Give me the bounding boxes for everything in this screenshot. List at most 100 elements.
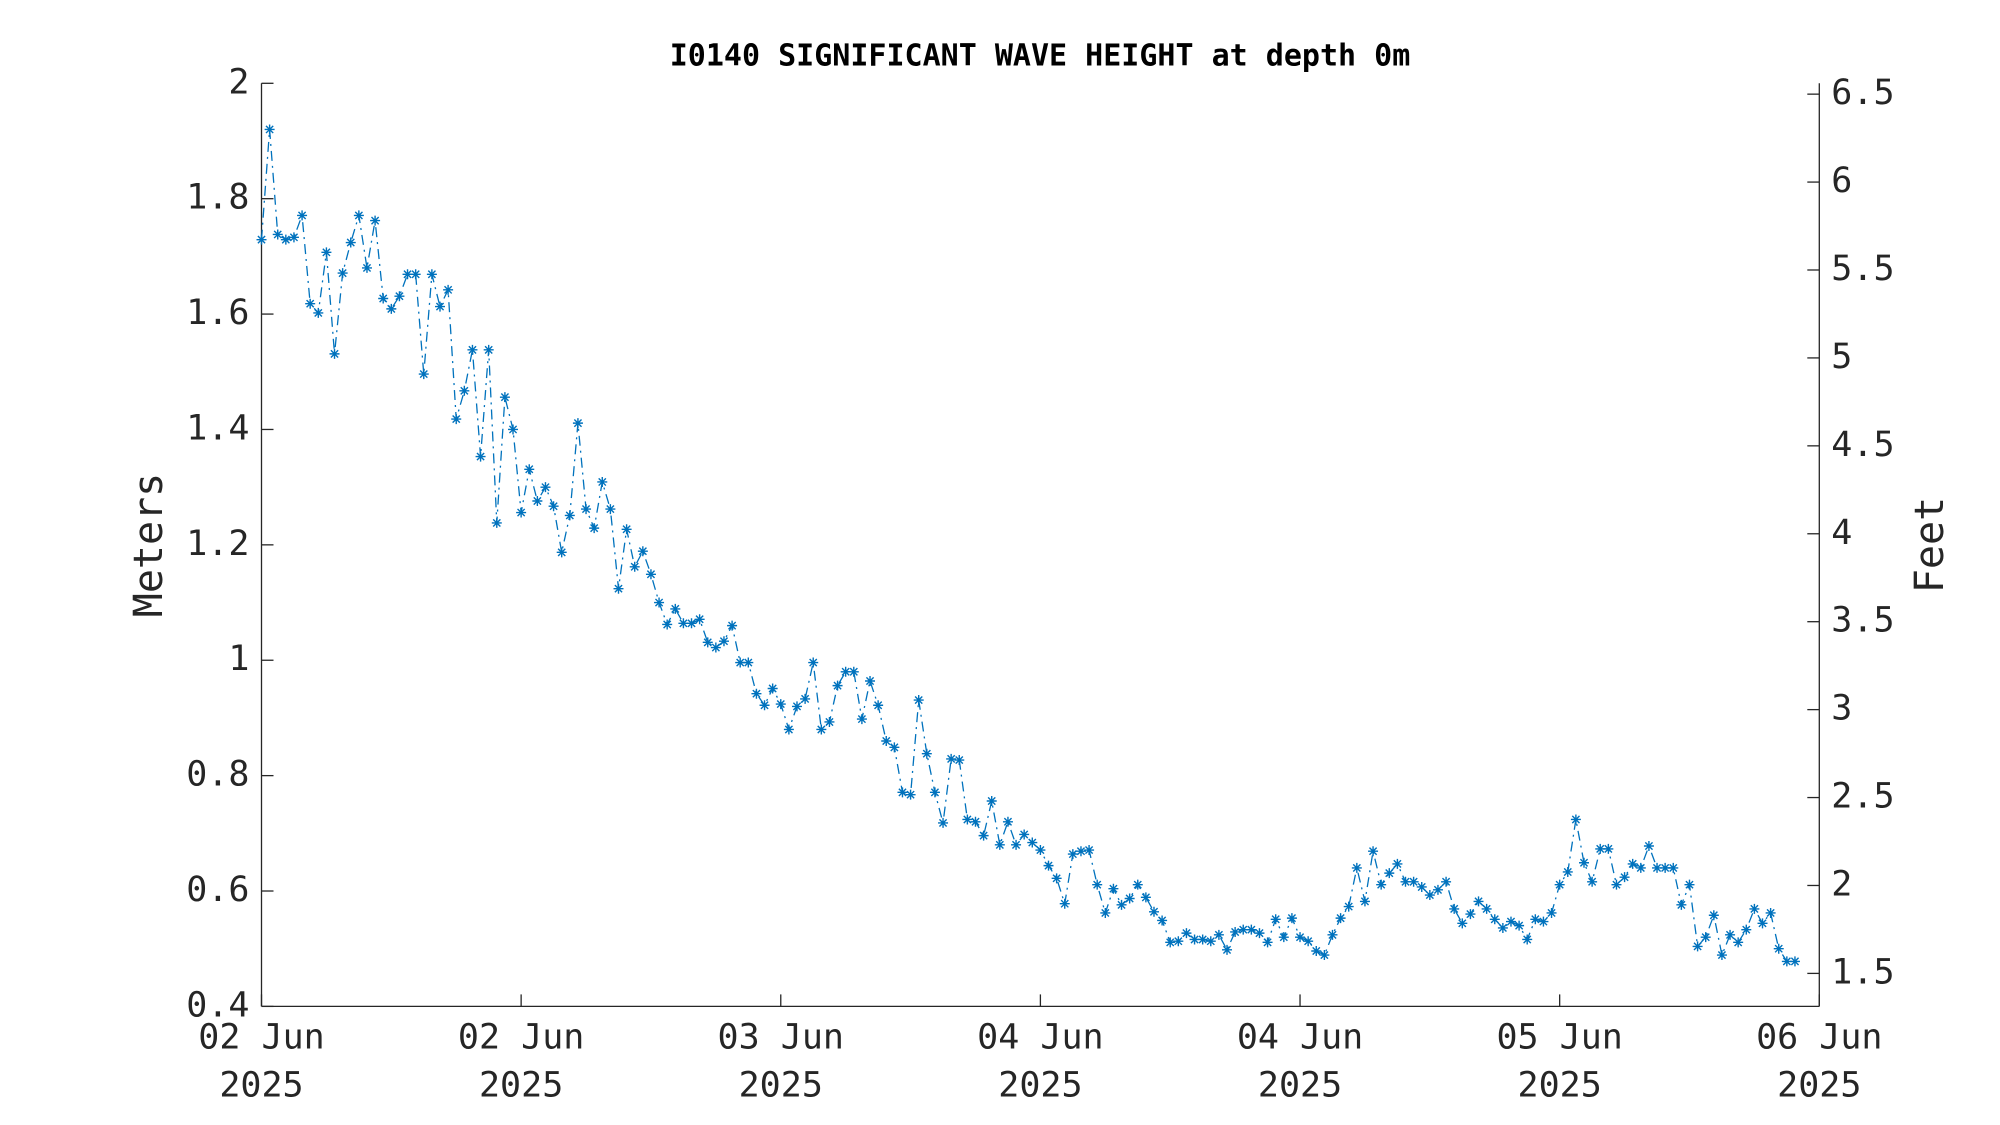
data-point	[508, 424, 519, 435]
data-point	[532, 496, 543, 506]
data-point	[1295, 932, 1306, 943]
data-point	[1684, 879, 1695, 890]
y2-tick-label: 3.5	[1831, 601, 1894, 641]
data-point	[1416, 881, 1427, 892]
data-point	[1741, 924, 1752, 935]
data-point	[1270, 914, 1281, 925]
data-point	[1075, 846, 1086, 857]
data-point	[1627, 858, 1638, 869]
data-point	[800, 693, 811, 704]
data-point	[1449, 903, 1460, 914]
data-point	[1408, 876, 1419, 887]
data-point	[1497, 922, 1508, 933]
data-point	[727, 620, 738, 631]
data-point	[1165, 937, 1176, 948]
y2-tick-label: 6.5	[1831, 73, 1894, 113]
data-point	[426, 269, 437, 280]
data-point	[946, 753, 957, 764]
data-point	[735, 657, 746, 668]
data-point	[581, 504, 592, 515]
data-point	[824, 716, 835, 727]
data-point	[1441, 876, 1452, 887]
data-point	[718, 636, 729, 647]
data-point	[905, 789, 916, 800]
data-point	[1749, 903, 1760, 914]
data-point	[1189, 934, 1200, 945]
y-tick-label: 1.4	[186, 408, 249, 448]
data-point	[1002, 816, 1013, 827]
data-point	[459, 385, 470, 396]
data-point	[467, 344, 478, 355]
data-point	[881, 736, 892, 747]
data-point	[264, 124, 275, 135]
data-point	[1700, 932, 1711, 943]
y-tick-label: 1.8	[186, 178, 249, 218]
data-point	[1376, 879, 1387, 890]
data-point	[654, 597, 665, 608]
data-point	[1019, 829, 1030, 840]
data-point	[848, 666, 859, 677]
data-point	[483, 344, 494, 355]
data-point	[1278, 932, 1289, 943]
data-point	[1473, 896, 1484, 907]
data-point	[1603, 843, 1614, 854]
data-point	[451, 414, 462, 425]
data-point	[1595, 843, 1606, 854]
y-tick-label: 0.4	[186, 985, 249, 1025]
data-point	[1643, 841, 1654, 852]
y-tick-label: 1	[228, 639, 249, 679]
data-point	[1424, 890, 1435, 901]
data-point	[1319, 950, 1330, 961]
data-point	[1635, 862, 1646, 873]
y2-tick-label: 5.5	[1831, 249, 1894, 289]
data-point	[418, 369, 429, 380]
data-point	[1343, 901, 1354, 912]
data-point	[1765, 907, 1776, 918]
data-point	[1781, 956, 1792, 967]
data-point	[694, 614, 705, 625]
x-tick-label: 05 Jun 2025	[1496, 1017, 1622, 1105]
data-point	[572, 418, 583, 429]
data-point	[1067, 849, 1078, 860]
data-point	[1392, 858, 1403, 869]
y2-tick-label: 1.5	[1831, 952, 1894, 992]
data-point	[1757, 918, 1768, 929]
data-point	[1124, 893, 1135, 904]
data-point	[1222, 944, 1233, 955]
data-point	[816, 724, 827, 735]
data-point	[443, 284, 454, 295]
data-point	[305, 298, 316, 309]
data-point	[1505, 916, 1516, 927]
data-point	[1652, 862, 1663, 873]
data-point	[1716, 950, 1727, 961]
data-point	[1140, 892, 1151, 903]
data-point	[516, 507, 527, 518]
data-point	[435, 301, 445, 312]
data-point	[1522, 934, 1533, 945]
data-point	[337, 268, 348, 279]
data-point	[929, 787, 940, 798]
data-point	[1489, 914, 1500, 925]
data-point	[1084, 845, 1095, 856]
x-tick-label: 03 Jun 2025	[718, 1017, 844, 1105]
x-tick-label: 04 Jun 2025	[1237, 1017, 1363, 1105]
data-point	[288, 232, 299, 243]
data-point	[1027, 837, 1038, 848]
y-tick-label: 1.6	[186, 293, 249, 333]
data-point	[1368, 846, 1379, 857]
data-point	[970, 816, 981, 827]
y2-tick-label: 4	[1831, 513, 1852, 553]
data-point	[759, 700, 770, 711]
data-point	[743, 657, 754, 668]
data-point	[524, 464, 535, 475]
data-point	[889, 742, 900, 753]
data-point	[1311, 946, 1322, 957]
data-point	[1173, 936, 1184, 947]
data-point	[1059, 898, 1070, 909]
data-point	[1587, 876, 1598, 887]
data-point	[1692, 941, 1703, 952]
data-point	[954, 755, 965, 766]
data-point	[678, 618, 689, 629]
data-point	[272, 229, 283, 240]
data-point	[1351, 862, 1362, 873]
